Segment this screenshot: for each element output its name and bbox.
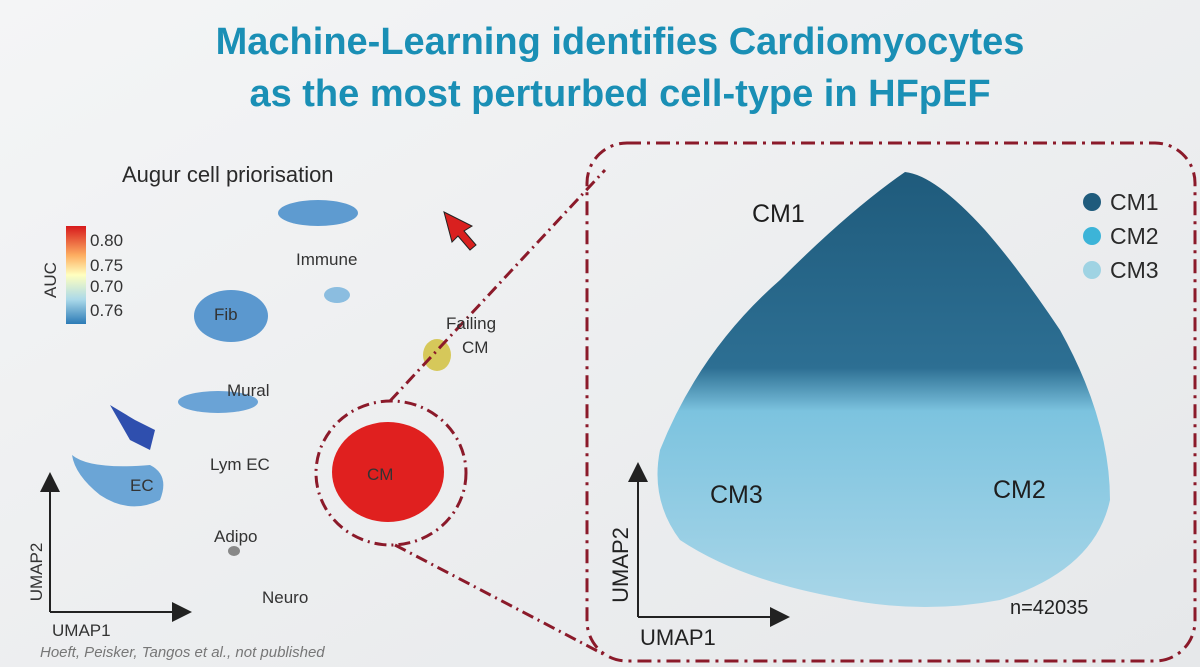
colorbar-tick: 0.70 (90, 277, 123, 296)
axis-label: UMAP2 (608, 527, 633, 603)
legend-label: CM1 (1110, 189, 1159, 215)
cluster-label: CM (367, 465, 393, 484)
legend-dot (1083, 227, 1101, 245)
cluster-mural (178, 391, 258, 413)
cluster-label: CM3 (710, 481, 763, 509)
axis-label: UMAP2 (27, 543, 46, 602)
citation: Hoeft, Peisker, Tangos et al., not publi… (40, 644, 325, 661)
cluster-label: Adipo (214, 527, 257, 546)
cluster-immune (278, 200, 358, 226)
umap-cm (657, 172, 1110, 608)
colorbar-tick: 0.76 (90, 301, 123, 320)
cluster-label: Lym EC (210, 455, 270, 474)
cluster-label: Fib (214, 305, 238, 324)
legend-label: CM2 (1110, 223, 1159, 249)
cluster-label: Neuro (262, 588, 308, 607)
cluster-ec (72, 455, 164, 507)
colorbar-label: AUC (41, 262, 60, 298)
axis-label: UMAP1 (52, 621, 111, 640)
cluster-cm (332, 422, 444, 522)
cluster-label: Mural (227, 381, 270, 400)
axis-label: UMAP1 (640, 625, 716, 650)
cursor (443, 211, 477, 251)
legend-label: CM3 (1110, 257, 1159, 283)
cluster-label: CM2 (993, 476, 1046, 504)
zoom-line (388, 168, 607, 403)
colorbar-tick: 0.80 (90, 231, 123, 250)
legend-dot (1083, 193, 1101, 211)
cluster-fib (194, 290, 268, 342)
cluster-label: CM1 (752, 200, 805, 228)
legend: CM1 CM2 CM3 (1083, 189, 1159, 283)
title-line: Machine-Learning identifies Cardiomyocyt… (216, 21, 1025, 63)
title-line: as the most perturbed cell-type in HFpEF (249, 73, 990, 115)
cell-count: n=42035 (1010, 597, 1088, 619)
cluster-label: EC (130, 476, 154, 495)
panel-title: Augur cell priorisation (122, 162, 334, 187)
cluster-adipo (228, 546, 240, 556)
cluster-failing-cm (423, 339, 451, 371)
colorbar (66, 226, 86, 324)
cluster-ec-top (110, 405, 155, 450)
zoom-box (585, 141, 1197, 663)
zoom-line (394, 543, 606, 657)
legend-dot (1083, 261, 1101, 279)
colorbar-tick: 0.75 (90, 256, 123, 275)
cluster-label: Failing (446, 314, 496, 333)
cluster-label: Immune (296, 250, 357, 269)
cluster-label: CM (462, 338, 488, 357)
cluster-immune-small (324, 287, 350, 303)
